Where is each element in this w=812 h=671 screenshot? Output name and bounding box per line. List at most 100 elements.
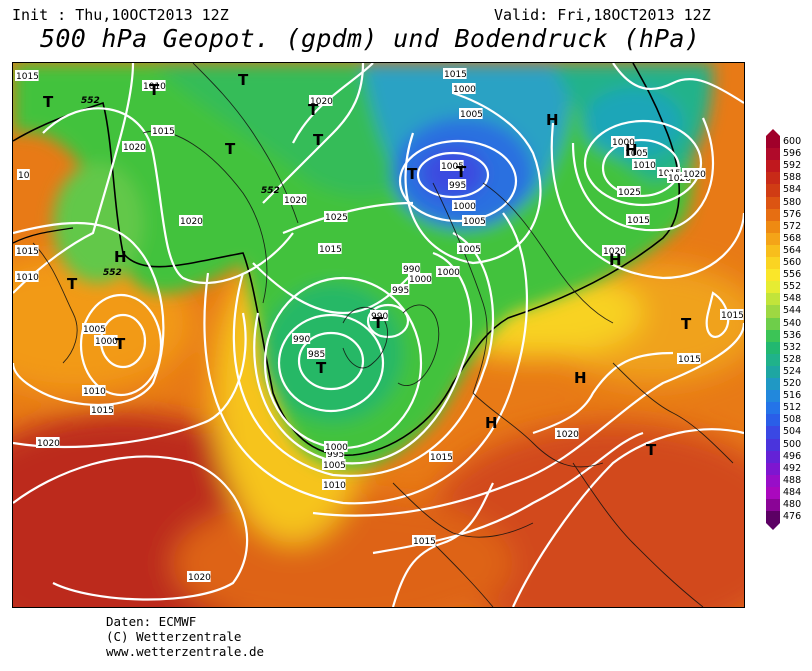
colorbar-label: 520 [783,378,802,389]
isobar-label-bg [440,160,464,171]
low-pressure-center: T [681,315,692,333]
low-pressure-center: T [308,101,319,119]
isobar-label-bg [429,451,453,462]
isobar-label: 1005 [625,149,648,159]
colorbar-swatch [766,341,780,355]
isobar-label: 1000 [325,443,348,453]
isobar-label: 1015 [721,311,744,321]
colorbar-label: 592 [783,160,802,172]
isobar-label-bg [151,125,175,136]
isobar-label-bg [187,571,211,582]
isobar-label-bg [15,70,39,81]
isobar-label: 1020 [683,170,706,180]
colorbar-swatch [766,232,780,246]
colorbar-swatch [766,365,780,379]
isobar-label: 1020 [188,573,211,583]
isobar-label: 1020 [123,143,146,153]
isobar-label: 1000 [612,138,635,148]
low-pressure-center: T [407,165,418,183]
init-time: Init : Thu,10OCT2013 12Z [12,6,229,24]
colorbar-swatch [766,499,780,512]
isobar-label-bg [462,215,486,226]
high-pressure-center: H [574,369,587,387]
isobar-label: 995 [327,450,344,460]
isobar-label: 1015 [678,355,701,365]
isobar-label: 1000 [409,275,432,285]
colorbar-label: 564 [783,244,802,256]
isobar-label: 1005 [458,245,481,255]
colorbar-swatch [766,172,780,185]
isobar-label-bg [324,441,348,452]
isobar-label-bg [15,271,39,282]
high-pressure-center: H [625,141,638,159]
colorbar-label: 512 [783,402,802,414]
colorbar-swatch [766,511,780,524]
isobar-label: 1005 [83,325,106,335]
valid-time: Valid: Fri,18OCT2013 12Z [494,6,711,24]
isobar-label-bg [448,179,467,190]
isobar-label-bg [292,333,311,344]
high-pressure-center: H [485,414,498,432]
isobar-label-bg [309,95,333,106]
isobar-label-bg [82,323,106,334]
colorbar-label: 568 [783,232,802,244]
isobar-label: 990 [371,312,388,322]
isobar-label: 1010 [323,481,346,491]
isobar-label-bg [626,214,650,225]
colorbar-label: 508 [783,414,802,426]
colorbar-swatch [766,220,780,234]
isobar-label: 1005 [460,110,483,120]
low-pressure-center: T [43,93,54,111]
colorbar-label: 516 [783,390,802,402]
isobar-label: 1020 [310,97,333,107]
isobar-label-bg [370,310,389,321]
colorbar-swatch [766,184,780,197]
data-source: Daten: ECMWF [106,614,197,629]
isobar-label: 985 [308,350,325,360]
colorbar-swatch [766,244,780,258]
isobar-label: 1020 [180,217,203,227]
colorbar-top-tip [766,129,780,136]
colorbar-swatch [766,281,780,294]
isobar-label-bg [677,353,701,364]
isobar-label: 1025 [618,188,641,198]
isobar-label: 990 [403,265,420,275]
isobar-label-bg [326,448,345,459]
colorbar-swatch [766,196,780,209]
isobars [13,63,744,607]
high-pressure-center: H [609,251,622,269]
isobar-label-bg [412,535,436,546]
low-pressure-center: T [67,275,78,293]
coastlines [32,63,734,607]
isobar-label: 1015 [91,406,114,416]
isobar-label: 990 [293,335,310,345]
isobar-label-bg [408,273,432,284]
isobar-label-bg [667,172,691,183]
geopotential-shading [13,63,744,607]
isobar-label-bg [307,348,326,359]
isobar-label-bg [391,284,410,295]
colorbar-swatch [766,136,780,149]
colorbar-label: 476 [783,511,802,523]
isobar-label: 1015 [319,245,342,255]
colorbar-label: 488 [783,474,802,486]
colorbar-label: 536 [783,329,802,341]
colorbar-label: 596 [783,148,802,160]
colorbar-swatch [766,486,780,500]
colorbar-label: 528 [783,353,802,365]
isobar-label-layer: 1015101010151020102010151010100510001010… [15,68,744,583]
colorbar-swatch [766,317,780,330]
colorbar-label: 572 [783,220,802,232]
contour-552-label: 552 [261,186,280,196]
isobar-label: 1000 [437,268,460,278]
isobar-label: 1020 [603,247,626,257]
isobar-label-bg [624,147,648,158]
isobar-label-bg [617,186,641,197]
isobar-label-bg [90,404,114,415]
isobar-label: 1015 [152,127,175,137]
isobar-label: 1010 [83,387,106,397]
isobar-label-bg [720,309,744,320]
isobar-label-bg [318,243,342,254]
isobar-label-bg [436,266,460,277]
colorbar-swatch [766,208,780,221]
